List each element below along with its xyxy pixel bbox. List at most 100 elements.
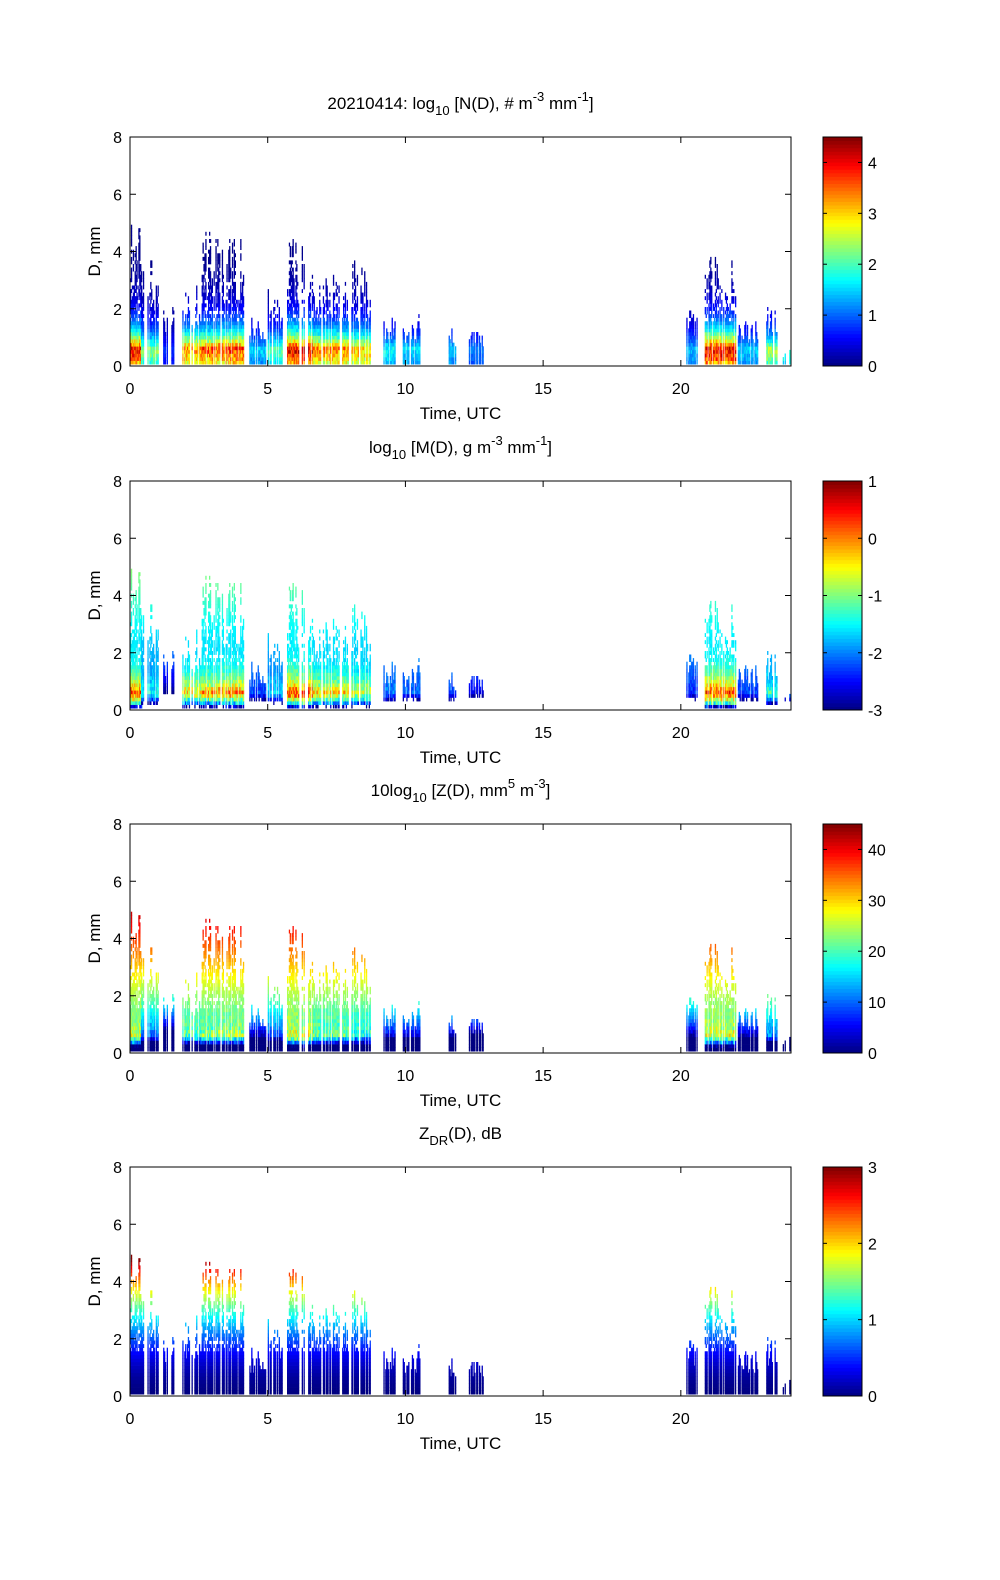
- heatmap-cell: [156, 314, 158, 318]
- heatmap-cell: [222, 307, 224, 311]
- heatmap-cell: [234, 353, 236, 358]
- heatmap-cell: [205, 349, 207, 354]
- heatmap-cell: [156, 339, 158, 344]
- heatmap-cell: [140, 704, 142, 709]
- heatmap-cell: [141, 289, 143, 293]
- heatmap-cell: [402, 353, 404, 358]
- heatmap-cell: [269, 349, 271, 354]
- heatmap-cell: [770, 324, 773, 329]
- heatmap-cell: [295, 346, 297, 351]
- heatmap-cell: [333, 314, 336, 318]
- heatmap-cell: [311, 274, 314, 279]
- heatmap-cell: [136, 264, 138, 268]
- heatmap-cell: [197, 335, 199, 340]
- heatmap-cell: [717, 281, 719, 286]
- heatmap-cell: [242, 353, 244, 358]
- heatmap-cell: [210, 303, 213, 308]
- heatmap-cell: [312, 360, 314, 365]
- heatmap-cell: [312, 332, 314, 336]
- heatmap-cell: [332, 281, 335, 286]
- heatmap-cell: [239, 353, 241, 358]
- heatmap-cell: [694, 335, 696, 340]
- heatmap-cell: [352, 360, 354, 365]
- heatmap-cell: [361, 324, 363, 329]
- heatmap-cell: [708, 296, 710, 301]
- heatmap-cell: [750, 349, 752, 354]
- colorbar-segment: [823, 358, 862, 363]
- heatmap-cell: [240, 271, 242, 276]
- heatmap-cell: [210, 332, 213, 336]
- heatmap-cell: [295, 324, 297, 329]
- heatmap-cell: [221, 274, 224, 279]
- heatmap-cell: [236, 324, 238, 329]
- heatmap-cell: [336, 321, 338, 326]
- heatmap-cell: [691, 346, 694, 351]
- heatmap-cell: [213, 278, 215, 283]
- heatmap-cell: [278, 349, 280, 354]
- heatmap-cell: [199, 349, 202, 354]
- heatmap-cell: [727, 332, 729, 336]
- heatmap-cell: [242, 278, 245, 283]
- heatmap-cell: [352, 321, 354, 326]
- heatmap-cell: [210, 339, 213, 344]
- heatmap-cell: [130, 572, 133, 577]
- heatmap-cell: [363, 349, 365, 354]
- heatmap-cell: [153, 332, 155, 336]
- heatmap-cell: [141, 353, 144, 358]
- heatmap-cell: [135, 253, 137, 258]
- heatmap-cell: [281, 349, 283, 354]
- heatmap-cell: [216, 321, 218, 326]
- heatmap-cell: [290, 296, 292, 301]
- heatmap-cell: [333, 292, 336, 297]
- heatmap-cell: [289, 360, 291, 365]
- heatmap-cell: [202, 342, 204, 347]
- heatmap-cell: [138, 633, 140, 637]
- heatmap-cell: [691, 360, 694, 365]
- heatmap-cell: [296, 285, 298, 290]
- heatmap-cell: [361, 360, 363, 365]
- heatmap-cell: [229, 353, 231, 358]
- heatmap-cell: [135, 590, 137, 594]
- heatmap-cell: [402, 335, 404, 340]
- heatmap-cell: [139, 572, 141, 577]
- heatmap-cell: [291, 260, 293, 265]
- heatmap-cell: [303, 271, 305, 276]
- heatmap-cell: [338, 360, 340, 365]
- heatmap-cell: [360, 360, 362, 365]
- heatmap-cell: [257, 328, 259, 333]
- heatmap-cell: [130, 339, 132, 344]
- heatmap-cell: [233, 357, 235, 361]
- heatmap-cell: [270, 353, 272, 358]
- heatmap-cell: [337, 353, 339, 358]
- heatmap-cell: [455, 357, 457, 361]
- heatmap-cell: [275, 321, 277, 326]
- heatmap-cell: [217, 342, 219, 347]
- heatmap-cell: [451, 342, 453, 347]
- heatmap-cell: [172, 360, 174, 365]
- heatmap-cell: [221, 307, 224, 311]
- heatmap-cell: [354, 321, 357, 326]
- heatmap-cell: [336, 285, 338, 290]
- heatmap-cell: [329, 332, 331, 336]
- heatmap-cell: [173, 324, 175, 329]
- heatmap-cell: [235, 317, 237, 322]
- heatmap-cell: [451, 346, 453, 351]
- heatmap-cell: [346, 332, 348, 336]
- heatmap-cell: [194, 328, 196, 333]
- heatmap-cell: [393, 353, 395, 358]
- heatmap-cell: [208, 317, 210, 322]
- heatmap-cell: [164, 321, 166, 326]
- heatmap-cell: [199, 357, 202, 361]
- heatmap-cell: [166, 357, 168, 361]
- heatmap-cell: [194, 332, 196, 336]
- heatmap-cell: [343, 296, 345, 301]
- heatmap-cell: [326, 360, 328, 365]
- heatmap-cell: [215, 357, 217, 361]
- heatmap-cell: [147, 296, 149, 301]
- heatmap-cell: [228, 256, 230, 261]
- heatmap-cell: [332, 321, 335, 326]
- heatmap-cell: [294, 349, 296, 354]
- heatmap-cell: [236, 321, 238, 326]
- heatmap-cell: [412, 335, 415, 340]
- heatmap-cell: [738, 332, 740, 336]
